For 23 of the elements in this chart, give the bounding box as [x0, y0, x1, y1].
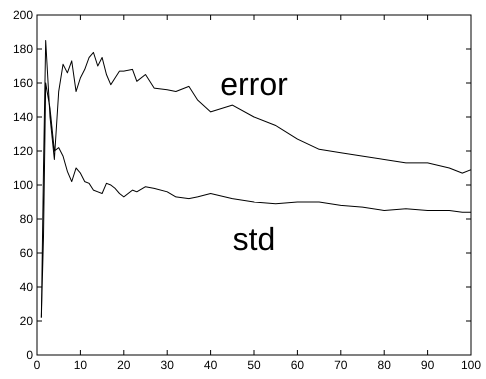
y-tick-label: 120 [12, 144, 34, 158]
y-tick-label: 80 [20, 212, 34, 226]
y-tick-label: 200 [12, 8, 34, 22]
y-tick-label: 0 [26, 348, 34, 362]
x-tick-label: 20 [117, 358, 131, 372]
y-tick-label: 180 [12, 42, 34, 56]
x-tick-label: 60 [290, 358, 304, 372]
series-label: error [220, 66, 288, 102]
y-tick-label: 20 [20, 314, 34, 328]
x-tick-label: 80 [378, 358, 392, 372]
x-tick-label: 100 [460, 358, 482, 372]
x-tick-label: 30 [160, 358, 174, 372]
x-tick-label: 40 [204, 358, 218, 372]
y-tick-label: 140 [12, 110, 34, 124]
y-tick-label: 160 [12, 76, 34, 90]
y-tick-label: 100 [12, 178, 34, 192]
y-tick-label: 40 [20, 280, 34, 294]
x-tick-label: 50 [247, 358, 261, 372]
series-label: std [232, 221, 276, 257]
x-tick-label: 90 [420, 358, 435, 372]
y-tick-label: 60 [20, 246, 34, 260]
x-tick-label: 70 [334, 358, 348, 372]
x-tick-label: 10 [74, 358, 88, 372]
